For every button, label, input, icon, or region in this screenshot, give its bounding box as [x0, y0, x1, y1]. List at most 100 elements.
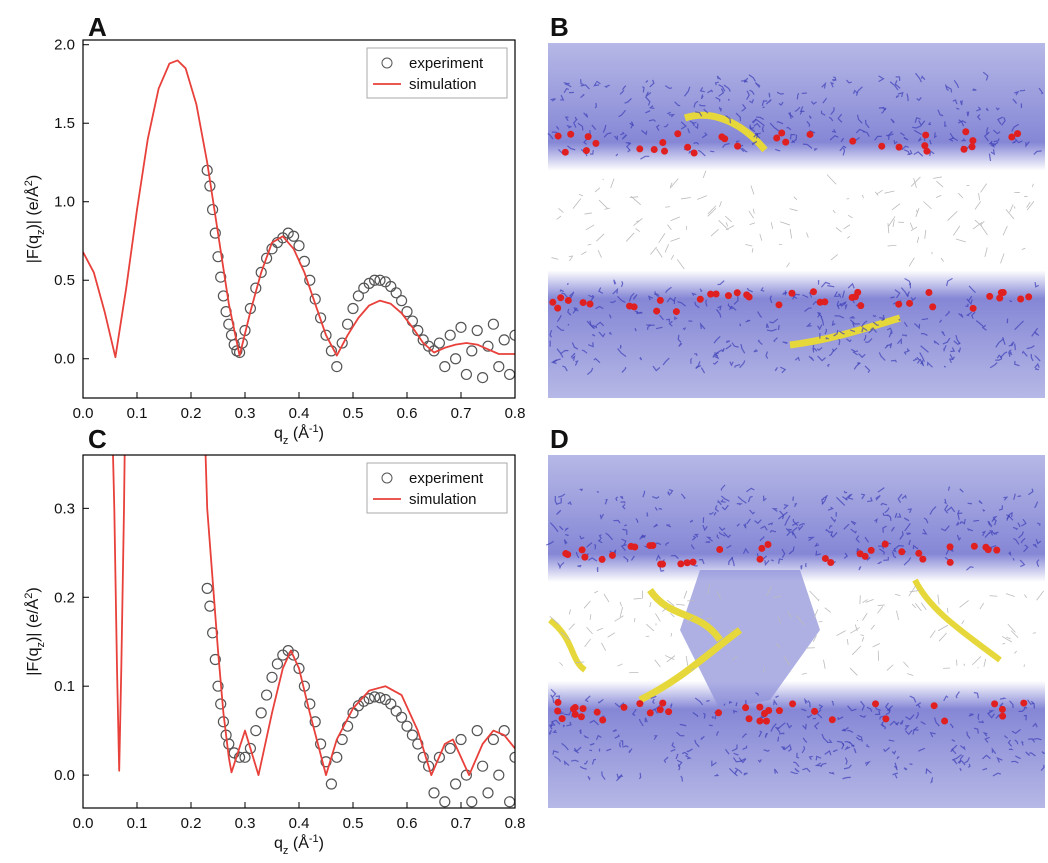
x-tick-label: 0.0	[73, 405, 94, 422]
plot-area	[83, 60, 520, 382]
phosphate	[991, 700, 998, 707]
lipid	[1011, 512, 1012, 517]
y-tick-label: 0.0	[54, 767, 75, 784]
phosphate	[782, 139, 789, 146]
y-tick-label: 0.2	[54, 589, 75, 606]
phosphate	[757, 556, 764, 563]
data-point	[494, 362, 504, 372]
data-point	[205, 601, 215, 611]
phosphate	[549, 299, 556, 306]
phosphate	[985, 546, 992, 553]
phosphate	[906, 300, 913, 307]
phosphate	[969, 137, 976, 144]
data-point	[456, 735, 466, 745]
phosphate	[970, 305, 977, 312]
data-point	[445, 743, 455, 753]
phosphate	[572, 711, 579, 718]
data-point	[451, 354, 461, 364]
x-tick-label: 0.8	[505, 405, 526, 422]
phosphate	[829, 716, 836, 723]
phosphate	[758, 545, 765, 552]
lipid	[968, 503, 972, 504]
lipid	[944, 366, 946, 367]
phosphate	[789, 700, 796, 707]
data-point	[440, 362, 450, 372]
phosphate	[661, 148, 668, 155]
phosphate	[854, 289, 861, 296]
phosphate	[631, 303, 638, 310]
phosphate	[773, 134, 780, 141]
phosphate	[673, 308, 680, 315]
data-point	[272, 659, 282, 669]
x-tick-label: 0.6	[397, 815, 418, 832]
data-point	[434, 338, 444, 348]
label-part: q	[274, 835, 283, 852]
data-point	[451, 779, 461, 789]
data-point	[294, 241, 304, 251]
phosphate	[653, 308, 660, 315]
data-point	[472, 726, 482, 736]
phosphate	[659, 561, 666, 568]
x-tick-label: 0.4	[289, 405, 310, 422]
phosphate	[971, 543, 978, 550]
lipid	[778, 325, 779, 330]
data-point	[402, 721, 412, 731]
phosphate	[872, 700, 879, 707]
phosphate	[734, 289, 741, 296]
phosphate	[554, 305, 561, 312]
phosphate	[646, 542, 653, 549]
phosphate	[778, 129, 785, 136]
label-part: -1	[309, 423, 319, 435]
label-part: -1	[309, 833, 319, 845]
phosphate	[969, 143, 976, 150]
x-tick-label: 0.3	[235, 405, 256, 422]
phosphate	[559, 715, 566, 722]
phosphate	[1020, 700, 1027, 707]
data-point	[262, 690, 272, 700]
y-tick-label: 0.5	[54, 272, 75, 289]
phosphate	[849, 138, 856, 145]
phosphate	[925, 289, 932, 296]
phosphate	[579, 546, 586, 553]
lipid	[793, 497, 794, 501]
y-tick-label: 1.5	[54, 115, 75, 132]
phosphate	[827, 559, 834, 566]
panel-label: D	[550, 424, 569, 454]
phosphate	[1014, 130, 1021, 137]
lipid	[763, 107, 765, 108]
phosphate	[715, 709, 722, 716]
phosphate	[895, 301, 902, 308]
data-point	[332, 362, 342, 372]
data-point	[445, 330, 455, 340]
tail	[1024, 664, 1025, 667]
data-point	[456, 322, 466, 332]
lipid	[567, 283, 568, 285]
phosphate	[647, 709, 654, 716]
lipid	[769, 93, 770, 98]
phosphate	[896, 144, 903, 151]
lipid	[706, 542, 711, 543]
data-point	[343, 319, 353, 329]
lipid	[659, 509, 662, 510]
lipid	[577, 565, 581, 566]
tail	[978, 667, 979, 668]
data-point	[202, 583, 212, 593]
phosphate	[554, 708, 561, 715]
phosphate	[923, 148, 930, 155]
phosphate	[929, 303, 936, 310]
phosphate	[578, 713, 585, 720]
lipid	[909, 764, 912, 765]
lipid	[597, 491, 599, 492]
phosphate	[962, 128, 969, 135]
data-point	[397, 296, 407, 306]
data-point	[494, 770, 504, 780]
phosphate	[677, 560, 684, 567]
phosphate	[684, 144, 691, 151]
y-tick-label: 2.0	[54, 37, 75, 54]
lipid	[740, 324, 741, 327]
phosphate	[697, 296, 704, 303]
phosphate	[657, 297, 664, 304]
panel-label: C	[88, 424, 107, 454]
